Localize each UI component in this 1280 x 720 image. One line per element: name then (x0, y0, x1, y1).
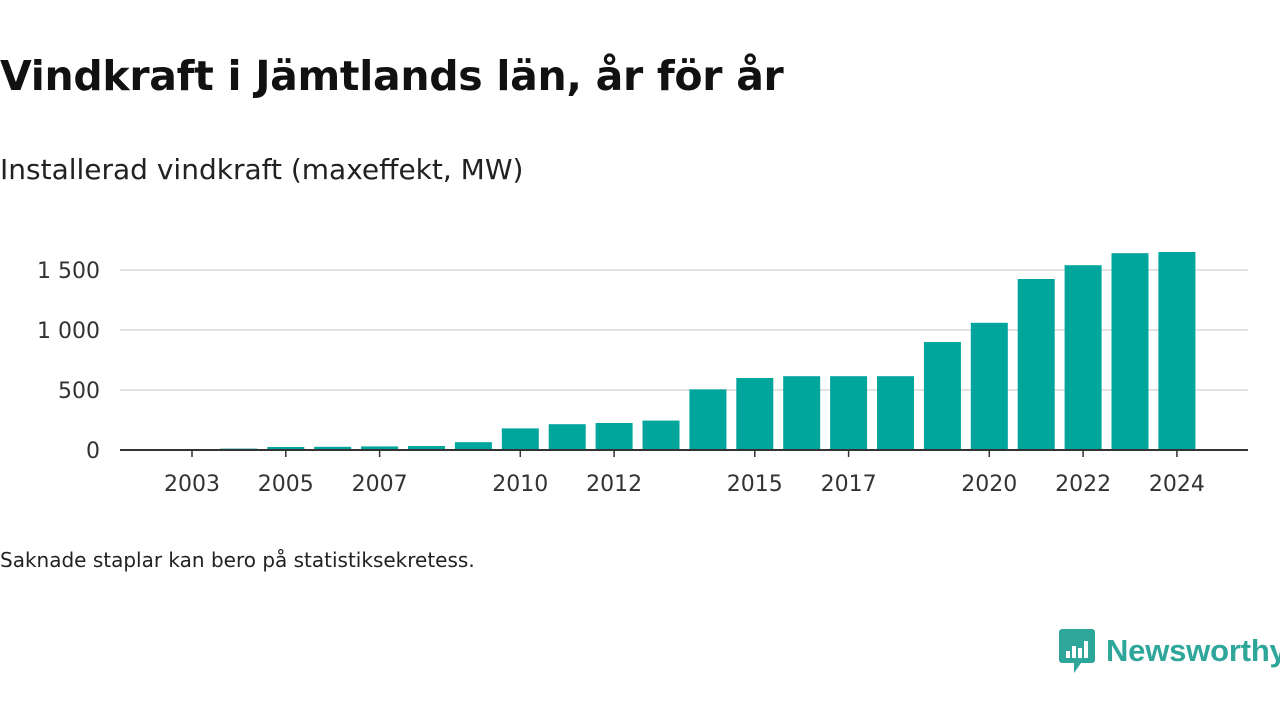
x-tick-label: 2007 (352, 472, 408, 497)
y-tick-label: 0 (86, 439, 100, 464)
newsworthy-logo-icon (1059, 629, 1095, 673)
x-tick-label: 2012 (586, 472, 642, 497)
bar-2014 (689, 389, 727, 450)
y-tick-label: 1 000 (37, 319, 100, 344)
bars (173, 252, 1196, 450)
bar-2007 (361, 446, 399, 450)
x-tick-label: 2024 (1149, 472, 1205, 497)
bar-2013 (642, 420, 680, 450)
footnote: Saknade staplar kan bero på statistiksek… (0, 548, 475, 572)
bar-2009 (454, 442, 492, 450)
bar-2020 (970, 322, 1008, 450)
bar-2019 (923, 342, 961, 450)
x-tick-label: 2005 (258, 472, 314, 497)
x-tick-label: 2015 (727, 472, 783, 497)
bar-2016 (783, 376, 821, 450)
chart-title: Vindkraft i Jämtlands län, år för år (0, 52, 784, 100)
bar-2006 (314, 446, 352, 450)
brand-logo: Newsworthy (1059, 628, 1280, 674)
bar-2011 (548, 424, 586, 450)
chart-subtitle: Installerad vindkraft (maxeffekt, MW) (0, 153, 524, 186)
bar-2010 (501, 428, 539, 450)
bar-2023 (1111, 253, 1149, 450)
bar-2005 (267, 447, 305, 450)
bar-2024 (1158, 252, 1196, 450)
x-tick-label: 2003 (164, 472, 220, 497)
bar-2017 (830, 376, 868, 450)
x-tick-label: 2017 (821, 472, 877, 497)
tick-labels: 0 500 1 000 1 500 2003 2005 2007 2010 2012 2015 20… (37, 259, 1205, 497)
brand-name: Newsworthy (1106, 633, 1280, 668)
y-tick-label: 500 (58, 379, 100, 404)
bar-2015 (736, 378, 774, 450)
x-tick-label: 2022 (1055, 472, 1111, 497)
axes (120, 449, 1248, 457)
bar-2012 (595, 423, 633, 450)
bar-2021 (1017, 279, 1055, 450)
bar-2018 (877, 376, 914, 450)
x-tick-label: 2010 (492, 472, 548, 497)
x-tick-label: 2020 (961, 472, 1017, 497)
bar-chart: 0 500 1 000 1 500 2003 2005 2007 2010 2012 2015 20… (37, 252, 1248, 497)
bar-2008 (408, 446, 445, 450)
bar-2022 (1064, 265, 1102, 450)
y-tick-label: 1 500 (37, 259, 100, 284)
gridlines (120, 269, 1248, 391)
